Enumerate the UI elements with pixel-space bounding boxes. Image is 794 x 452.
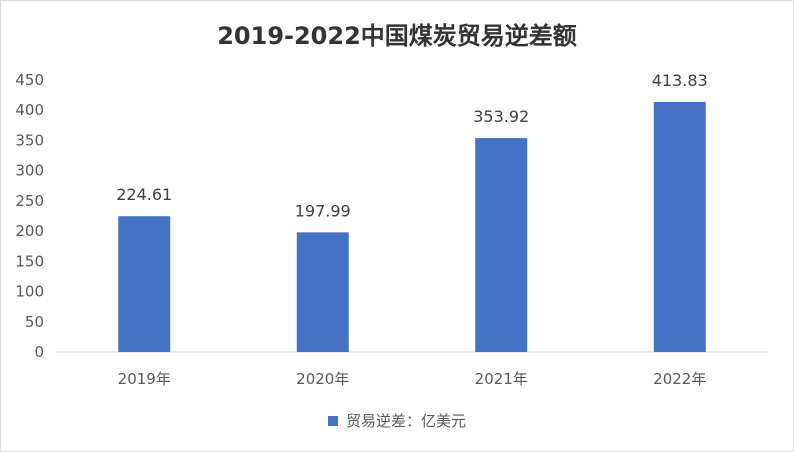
y-tick-label: 100 (15, 283, 44, 301)
chart-title: 2019-2022中国煤炭贸易逆差额 (217, 22, 577, 50)
x-tick-label: 2020年 (296, 370, 349, 388)
y-tick-label: 450 (15, 71, 44, 89)
bar-2020年 (296, 232, 349, 352)
y-tick-label: 400 (15, 101, 44, 119)
legend-swatch (327, 416, 338, 426)
legend: 贸易逆差：亿美元 (0, 410, 794, 431)
x-tick-label: 2019年 (118, 370, 171, 388)
y-tick-label: 50 (25, 313, 44, 331)
y-tick-label: 0 (34, 343, 44, 361)
x-tick-label: 2022年 (653, 370, 706, 388)
legend-label: 贸易逆差：亿美元 (345, 412, 466, 430)
data-label: 353.92 (473, 107, 529, 126)
y-tick-label: 250 (15, 192, 44, 210)
y-tick-label: 150 (15, 252, 44, 270)
bar-2021年 (475, 138, 528, 352)
data-label: 197.99 (295, 201, 351, 220)
data-label: 413.83 (652, 71, 708, 90)
y-tick-label: 350 (15, 131, 44, 149)
x-tick-label: 2021年 (475, 370, 528, 388)
y-tick-label: 200 (15, 222, 44, 240)
data-label: 224.61 (116, 185, 172, 204)
y-tick-label: 300 (15, 162, 44, 180)
bar-2019年 (118, 216, 171, 352)
bar-2022年 (653, 101, 706, 352)
